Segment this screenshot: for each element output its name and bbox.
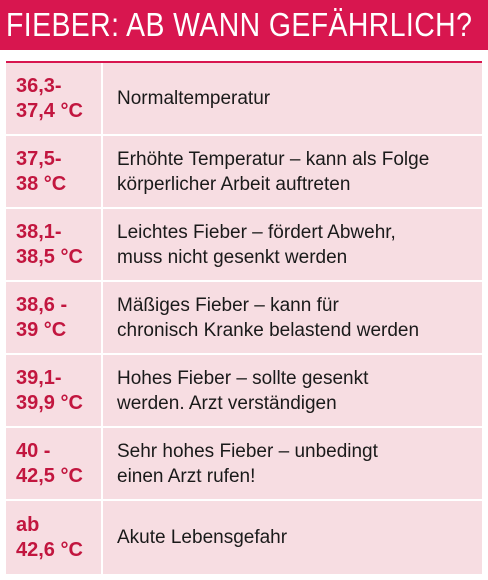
temperature-description: Normaltemperatur: [117, 88, 271, 109]
temperature-description: Mäßiges Fieber – kann für chronisch Kran…: [117, 294, 420, 341]
table-row: 38,6 - 39 °C Mäßiges Fieber – kann für c…: [6, 282, 482, 355]
table-row: 36,3- 37,4 °C Normaltemperatur: [6, 63, 482, 136]
table-row: 37,5- 38 °C Erhöhte Temperatur – kann al…: [6, 136, 482, 209]
table-row: ab 42,6 °C Akute Lebensgefahr: [6, 501, 482, 574]
temperature-description: Akute Lebensgefahr: [117, 527, 288, 548]
fever-table: 36,3- 37,4 °C Normaltemperatur 37,5- 38 …: [6, 61, 482, 574]
temperature-range: 39,1- 39,9 °C: [6, 355, 103, 426]
temperature-description: Erhöhte Temperatur – kann als Folge körp…: [117, 148, 430, 195]
table-row: 38,1- 38,5 °C Leichtes Fieber – fördert …: [6, 209, 482, 282]
temperature-description: Sehr hohes Fieber – unbedingt einen Arzt…: [117, 440, 378, 487]
temperature-description: Hohes Fieber – sollte gesenkt werden. Ar…: [117, 367, 369, 414]
page-title: FIEBER: AB WANN GEFÄHRLICH?: [0, 0, 488, 50]
temperature-range: 37,5- 38 °C: [6, 136, 103, 207]
temperature-description: Leichtes Fieber – fördert Abwehr, muss n…: [117, 221, 396, 268]
temperature-range: 36,3- 37,4 °C: [6, 63, 103, 134]
temperature-range: ab 42,6 °C: [6, 501, 103, 574]
temperature-range: 40 - 42,5 °C: [6, 428, 103, 499]
temperature-range: 38,6 - 39 °C: [6, 282, 103, 353]
table-row: 40 - 42,5 °C Sehr hohes Fieber – unbedin…: [6, 428, 482, 501]
table-row: 39,1- 39,9 °C Hohes Fieber – sollte gese…: [6, 355, 482, 428]
temperature-range: 38,1- 38,5 °C: [6, 209, 103, 280]
page-title-text: FIEBER: AB WANN GEFÄHRLICH?: [6, 6, 473, 43]
